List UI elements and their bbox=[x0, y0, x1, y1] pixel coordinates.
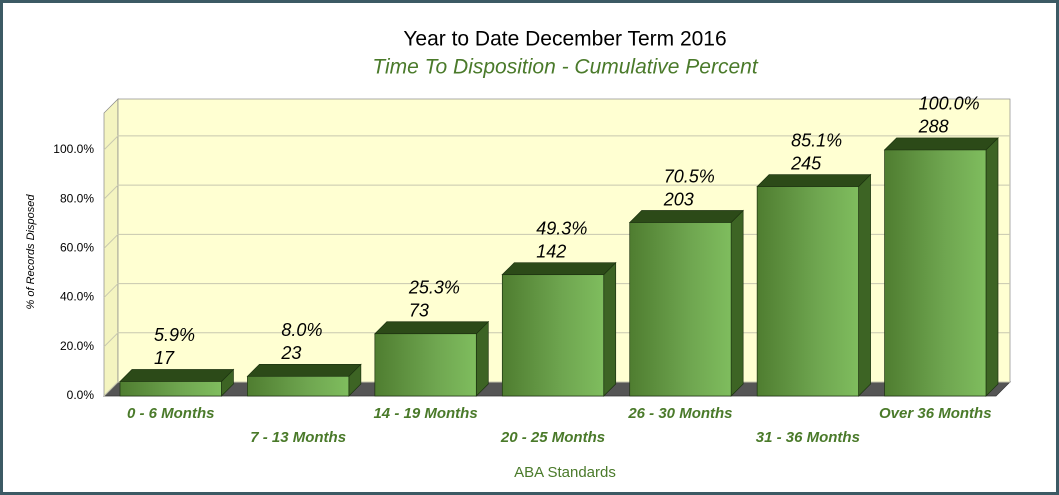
value-label: 8.0% bbox=[281, 320, 322, 340]
bar bbox=[756, 186, 859, 397]
value-label: 49.3% bbox=[536, 218, 587, 238]
y-tick-label: 80.0% bbox=[60, 191, 94, 205]
bar-top bbox=[756, 174, 872, 187]
bar-top bbox=[246, 363, 362, 377]
value-label: 5.9% bbox=[154, 325, 195, 345]
y-axis-title: % of Records Disposed bbox=[25, 194, 37, 310]
count-label: 73 bbox=[409, 300, 429, 320]
bar bbox=[501, 274, 605, 397]
y-tick-label: 40.0% bbox=[60, 290, 94, 304]
bar bbox=[629, 222, 732, 397]
count-label: 142 bbox=[536, 241, 566, 261]
x-axis-title: ABA Standards bbox=[514, 464, 616, 481]
x-tick-label: 0 - 6 Months bbox=[127, 405, 215, 422]
bar-side bbox=[985, 137, 999, 397]
count-label: 23 bbox=[280, 343, 301, 363]
value-label: 100.0% bbox=[919, 94, 980, 114]
x-tick-label: 20 - 25 Months bbox=[500, 429, 605, 446]
x-tick-label: 26 - 30 Months bbox=[627, 405, 732, 422]
bar bbox=[247, 375, 350, 397]
count-label: 245 bbox=[790, 153, 822, 173]
bar bbox=[119, 381, 222, 397]
grid-line bbox=[103, 135, 1010, 151]
x-tick-label: 7 - 13 Months bbox=[250, 429, 346, 446]
bar-side bbox=[475, 320, 489, 397]
bar-top bbox=[374, 321, 490, 335]
y-tick-label: 100.0% bbox=[53, 142, 94, 156]
grid-line bbox=[103, 184, 1010, 200]
value-label: 25.3% bbox=[408, 277, 460, 297]
count-label: 288 bbox=[918, 117, 949, 137]
bar bbox=[884, 149, 987, 397]
x-tick-label: 14 - 19 Months bbox=[373, 405, 477, 422]
x-tick-label: 31 - 36 Months bbox=[756, 429, 860, 446]
chart-title: Year to Date December Term 2016 bbox=[403, 28, 726, 51]
bar-top bbox=[119, 369, 235, 382]
bar-top bbox=[883, 137, 999, 151]
y-tick-label: 60.0% bbox=[60, 241, 94, 255]
bar bbox=[374, 333, 477, 397]
y-tick-label: 20.0% bbox=[60, 339, 94, 353]
x-tick-label: Over 36 Months bbox=[879, 405, 992, 422]
bar-side bbox=[730, 209, 744, 397]
chart-subtitle: Time To Disposition - Cumulative Percent bbox=[372, 56, 759, 79]
value-label: 70.5% bbox=[664, 166, 715, 186]
bar-side bbox=[858, 173, 871, 397]
bar-side bbox=[603, 261, 617, 397]
bar-top bbox=[501, 262, 617, 276]
value-label: 85.1% bbox=[791, 130, 842, 150]
bar-top bbox=[628, 210, 744, 223]
y-tick-label: 0.0% bbox=[67, 388, 95, 402]
count-label: 203 bbox=[663, 189, 694, 209]
count-label: 17 bbox=[154, 348, 175, 368]
